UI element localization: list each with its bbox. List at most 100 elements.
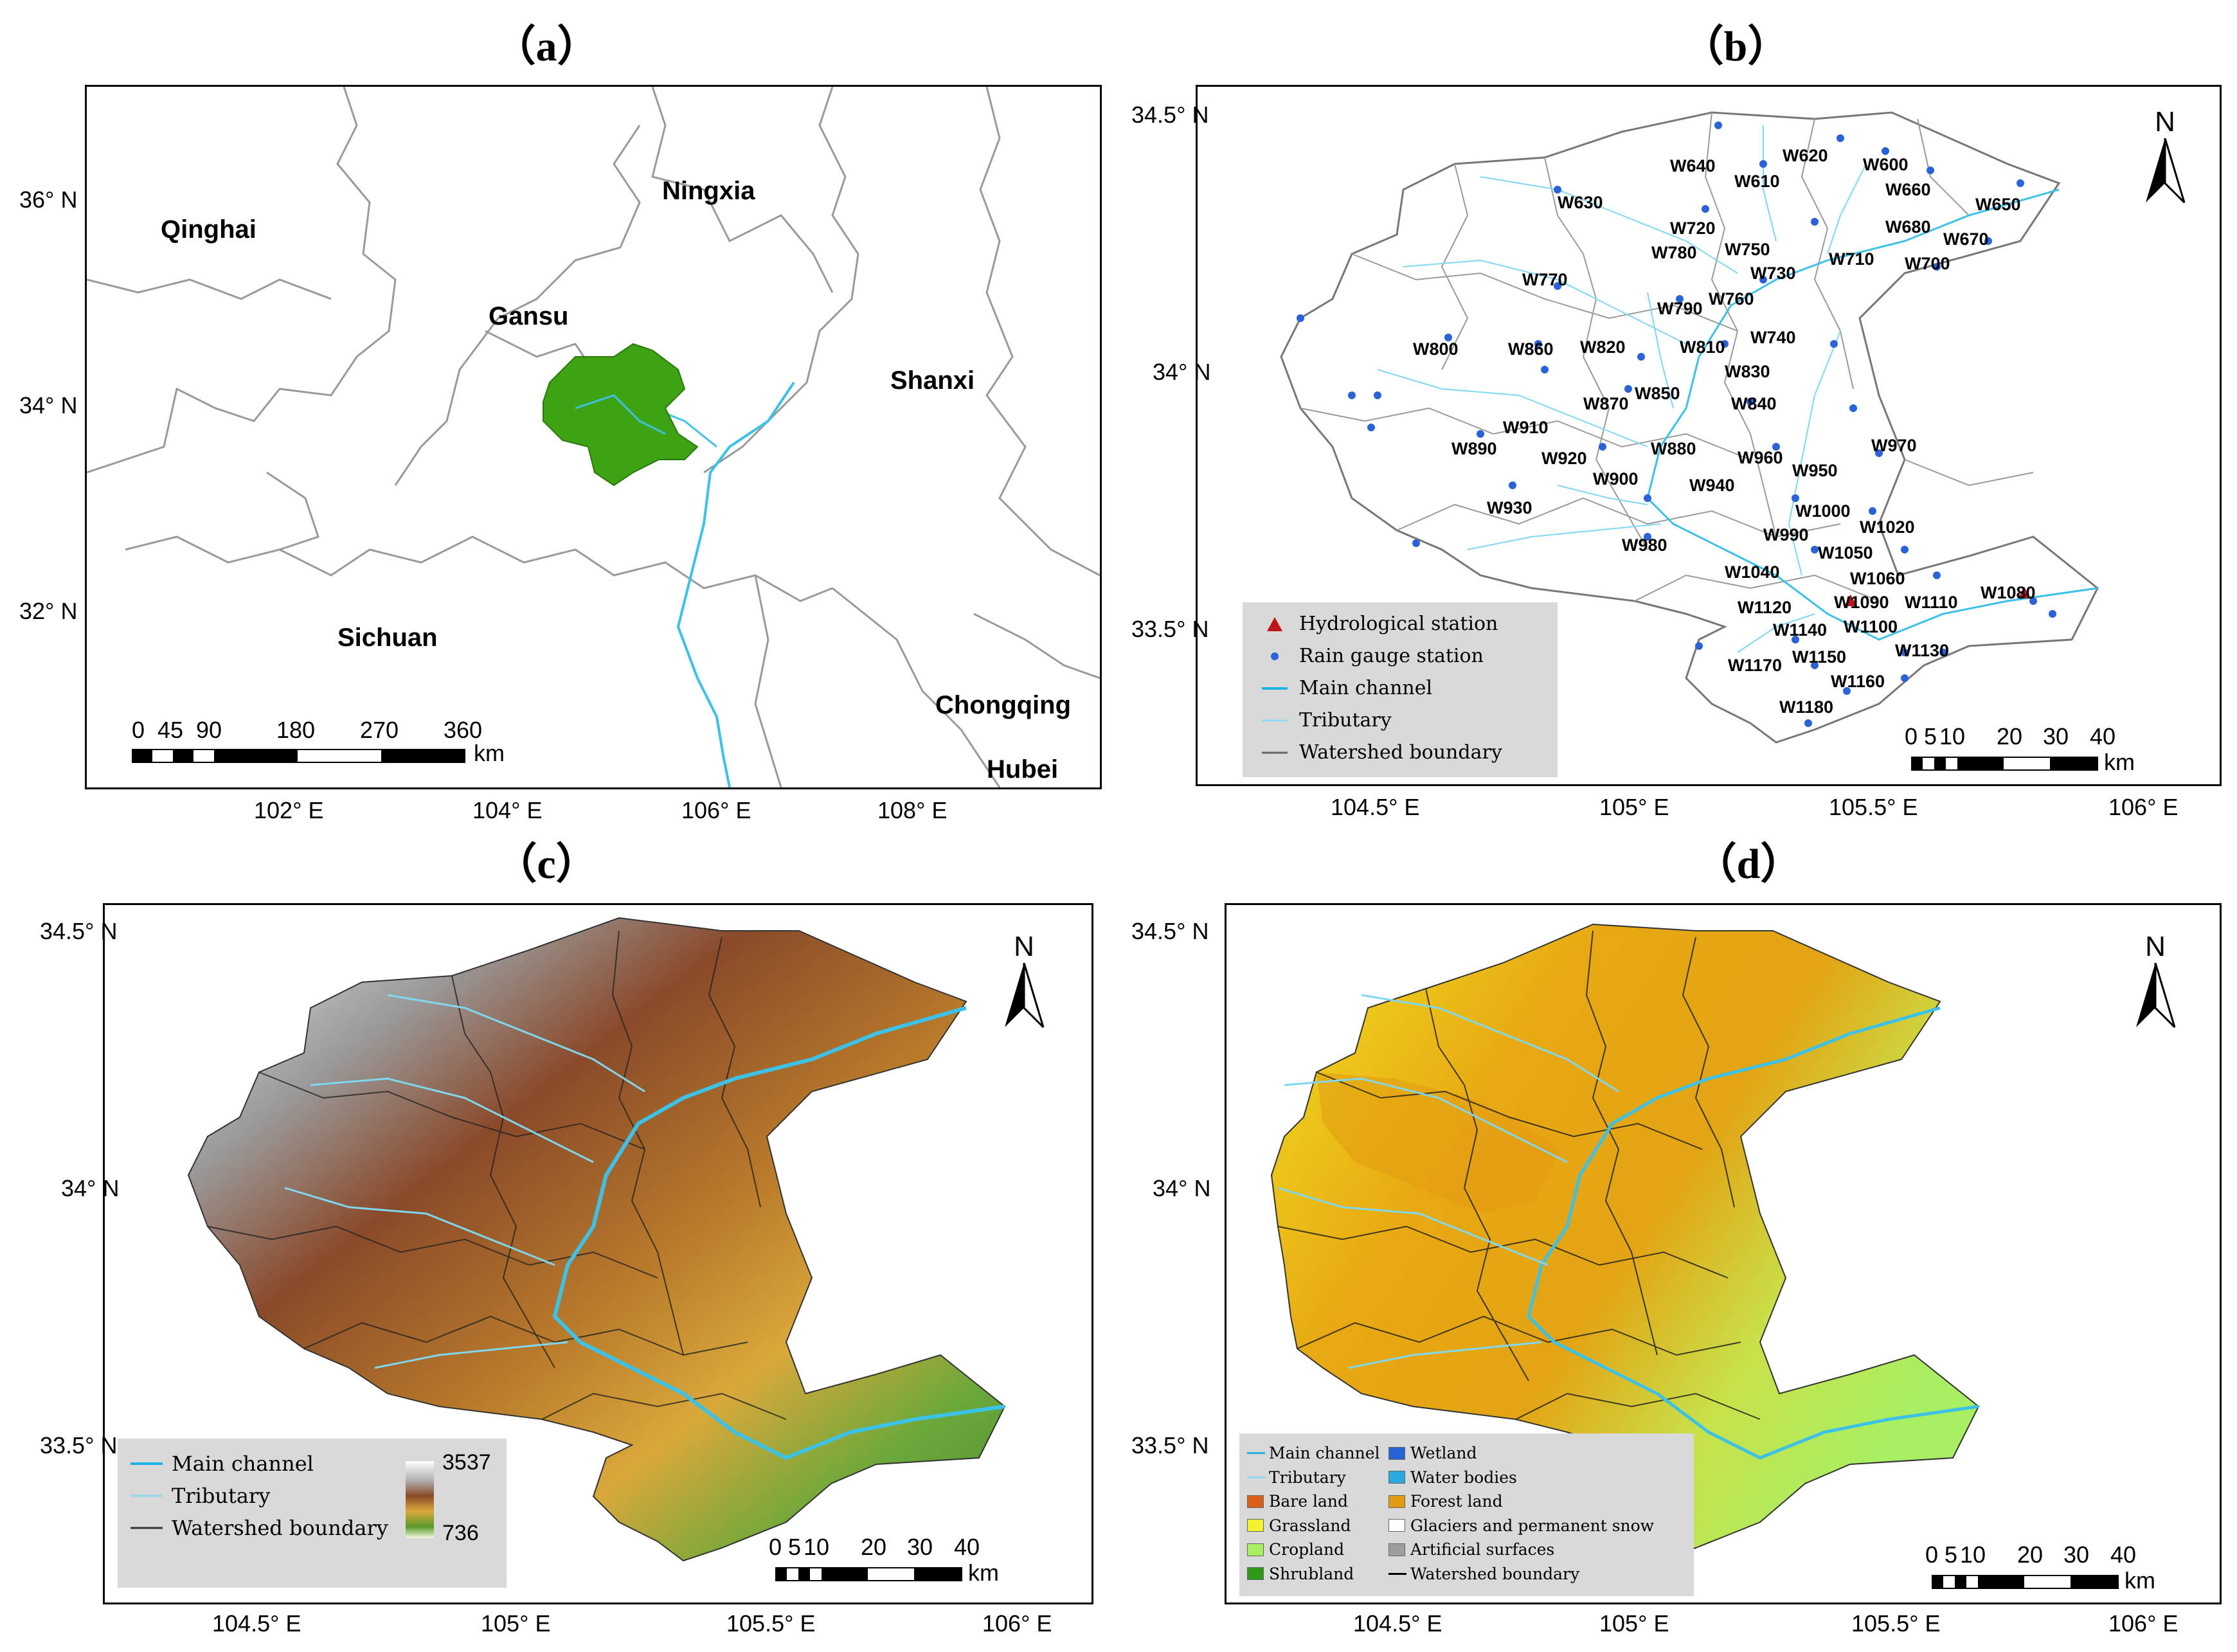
lon-tick: 105.5° E [1851, 1610, 1941, 1637]
legend-label: Bare land [1269, 1492, 1348, 1511]
legend-swatch [1247, 1567, 1264, 1581]
legend-item: Bare land [1247, 1489, 1380, 1514]
lat-tick: 36° N [19, 186, 78, 213]
legend-label: Wetland [1410, 1444, 1477, 1463]
scale-tick: 30 [907, 1534, 933, 1560]
station-label: W620 [1783, 146, 1828, 165]
legend-swatch [1388, 1446, 1405, 1460]
scale-tick: 360 [444, 717, 483, 743]
legend-swatch [1388, 1471, 1405, 1484]
station-label: W930 [1487, 498, 1532, 517]
station-label: W1120 [1738, 598, 1792, 617]
legend-item: Watershed boundary [1388, 1562, 1654, 1586]
station-label: W730 [1750, 264, 1796, 283]
scale-tick: 10 [804, 1534, 830, 1560]
station-label: W1170 [1728, 656, 1783, 675]
lon-tick: 106° E [2108, 1610, 2179, 1637]
legend-label: Tributary [1269, 1468, 1346, 1487]
lon-tick: 106° E [2108, 794, 2179, 820]
legend-item: Tributary [1247, 1466, 1380, 1490]
panel-c-label: （c） [494, 841, 598, 888]
legend-left-column: Main channel Tributary Bare land Grassland C… [1247, 1441, 1380, 1586]
station-label: W780 [1651, 243, 1697, 262]
scale-tick: 5 [788, 1534, 802, 1560]
legend-item: Forest land [1388, 1489, 1654, 1514]
station-label: W870 [1583, 394, 1629, 413]
legend-label: Water bodies [1410, 1468, 1517, 1487]
legend-swatch [1247, 1543, 1264, 1556]
elevation-min: 736 [442, 1521, 479, 1545]
legend-tributary: Tributary [172, 1484, 271, 1508]
scale-tick: 10 [1939, 723, 1966, 750]
panel-b-label: （b） [1681, 23, 1790, 70]
station-label: W830 [1725, 362, 1770, 381]
scale-tick: 90 [196, 717, 222, 743]
lat-tick: 33.5° N [1131, 1432, 1209, 1459]
legend-main-channel: Main channel [172, 1451, 314, 1476]
station-label: W1050 [1818, 543, 1873, 562]
legend-tributary: Tributary [1299, 709, 1392, 732]
legend-item: Water bodies [1388, 1466, 1654, 1490]
elevation-colorbar [406, 1461, 434, 1538]
legend-swatch [1247, 1495, 1264, 1508]
station-label: W720 [1670, 219, 1716, 238]
legend-swatch [1247, 1519, 1264, 1532]
panel-a-label: （a） [493, 23, 600, 70]
lon-tick: 108° E [877, 797, 948, 823]
province-shanxi: Shanxi [890, 366, 975, 395]
panel-c-legend: Main channel Tributary Watershed boundar… [118, 1439, 507, 1588]
station-label: W1130 [1895, 641, 1950, 660]
scale-tick: 20 [1997, 723, 2023, 750]
panel-d-label: （d） [1694, 841, 1803, 888]
north-arrow: N [992, 931, 1056, 1034]
station-label: W960 [1738, 448, 1783, 467]
legend-item: Main channel [1247, 1441, 1380, 1466]
legend-item: Grassland [1247, 1514, 1380, 1538]
station-label: W800 [1413, 339, 1459, 359]
station-label: W670 [1943, 229, 1989, 249]
scale-tick: 0 [1925, 1541, 1939, 1568]
station-label: W1160 [1831, 672, 1885, 691]
legend-swatch [1247, 1476, 1265, 1478]
legend-label: Glaciers and permanent snow [1410, 1516, 1655, 1535]
legend-main-channel: Main channel [1299, 677, 1433, 699]
scale-tick: 40 [2090, 723, 2116, 750]
lon-tick: 104° E [472, 797, 543, 823]
station-label: W750 [1725, 240, 1770, 259]
station-label: W1040 [1725, 562, 1780, 582]
station-label: W860 [1508, 339, 1554, 359]
panel-c-map: N Main channel Tributary Watershed bound… [103, 903, 1093, 1604]
legend-rain-gauge: Rain gauge station [1299, 645, 1484, 667]
lat-tick: 34° N [61, 1175, 120, 1201]
station-label: W640 [1670, 156, 1716, 175]
station-label: W790 [1657, 299, 1703, 318]
lon-tick: 105° E [1599, 794, 1669, 820]
lat-tick: 34° N [19, 392, 78, 418]
legend-item: Shrubland [1247, 1562, 1380, 1586]
station-label: W610 [1734, 172, 1780, 191]
legend-label: Shrubland [1269, 1564, 1354, 1583]
lon-tick: 104.5° E [1353, 1610, 1442, 1637]
scale-unit: km [968, 1559, 999, 1586]
scale-unit: km [2104, 749, 2135, 775]
scale-tick: 270 [360, 717, 399, 743]
north-arrow: N [2133, 106, 2197, 209]
province-ningxia: Ningxia [662, 177, 755, 205]
legend-label: Cropland [1269, 1540, 1345, 1559]
panel-b-map: W640 W620 W600 W610 W660 W650 W630 W720 … [1196, 85, 2222, 786]
station-label: W760 [1709, 289, 1754, 309]
station-label: W980 [1622, 535, 1667, 555]
lat-tick: 32° N [19, 598, 78, 624]
panel-a-basemap [87, 87, 1100, 787]
panel-d-map: N Main channel Tributary Bare land Grasslan… [1225, 903, 2222, 1604]
scale-tick: 0 [1905, 723, 1918, 750]
lon-tick: 106° E [982, 1610, 1052, 1637]
station-label: W910 [1503, 418, 1549, 437]
station-label: W680 [1885, 217, 1931, 237]
scale-tick: 5 [1924, 723, 1937, 750]
lon-tick: 105° E [481, 1610, 551, 1637]
panel-c-elevation [187, 917, 1006, 1562]
scale-tick: 45 [157, 717, 184, 743]
lon-tick: 104.5° E [212, 1610, 301, 1637]
station-label: W1140 [1773, 620, 1828, 640]
